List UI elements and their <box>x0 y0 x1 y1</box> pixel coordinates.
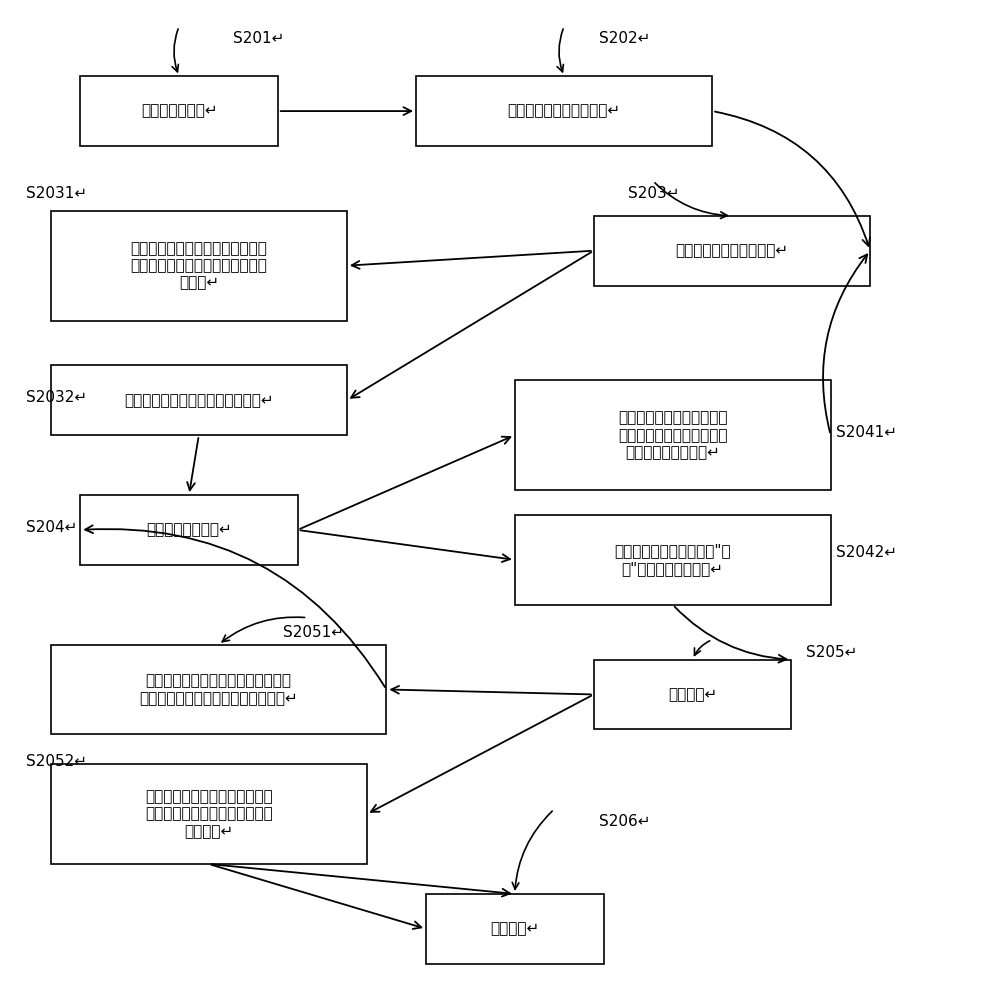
Text: 对所有图像序列进行修改↵: 对所有图像序列进行修改↵ <box>675 243 788 258</box>
FancyBboxPatch shape <box>515 380 831 490</box>
Text: S2042↵: S2042↵ <box>836 545 897 560</box>
Text: S205↵: S205↵ <box>806 645 857 660</box>
FancyBboxPatch shape <box>50 764 366 864</box>
FancyBboxPatch shape <box>594 660 791 729</box>
FancyBboxPatch shape <box>80 495 298 565</box>
FancyBboxPatch shape <box>416 76 712 146</box>
Text: S2052↵: S2052↵ <box>26 754 87 769</box>
Text: 打开图像序列一↵: 打开图像序列一↵ <box>141 104 218 119</box>
Text: S203↵: S203↵ <box>629 186 680 201</box>
Text: 如果对输入情况满意，进入下一步↵: 如果对输入情况满意，进入下一步↵ <box>124 393 273 408</box>
Text: 修改各帧图像序列↵: 修改各帧图像序列↵ <box>147 522 232 537</box>
FancyBboxPatch shape <box>426 894 604 964</box>
Text: S2031↵: S2031↵ <box>26 186 87 201</box>
Text: 如果对合成效果不满意，返回输
入图像界面进行修改，然后再次
合成图像↵: 如果对合成效果不满意，返回输 入图像界面进行修改，然后再次 合成图像↵ <box>145 789 272 839</box>
Text: S201↵: S201↵ <box>234 31 285 46</box>
Text: 如果图像序列不合格，按照
提示修改图像序列，然后重
新输入所有图像序列↵: 如果图像序列不合格，按照 提示修改图像序列，然后重 新输入所有图像序列↵ <box>618 410 728 460</box>
Text: 按顺序打开剩余图像序列↵: 按顺序打开剩余图像序列↵ <box>508 104 621 119</box>
Text: S2041↵: S2041↵ <box>836 425 897 440</box>
FancyBboxPatch shape <box>50 645 386 734</box>
FancyBboxPatch shape <box>80 76 278 146</box>
Text: S2032↵: S2032↵ <box>26 390 87 405</box>
FancyBboxPatch shape <box>50 211 346 320</box>
Text: S2051↵: S2051↵ <box>283 625 344 640</box>
Text: 保存图像↵: 保存图像↵ <box>490 921 540 936</box>
Text: S202↵: S202↵ <box>599 31 650 46</box>
Text: 合成图像↵: 合成图像↵ <box>668 687 717 702</box>
FancyBboxPatch shape <box>515 515 831 605</box>
Text: 如果对合成效果不满意，返回参数设
置界面进行修改，然后再次合成图像↵: 如果对合成效果不满意，返回参数设 置界面进行修改，然后再次合成图像↵ <box>140 673 298 706</box>
Text: S204↵: S204↵ <box>26 520 77 535</box>
Text: S206↵: S206↵ <box>599 814 650 829</box>
Text: 如果对输入情况不满意可进行图像
的部分删除、全部删除、重新输入
等操作↵: 如果对输入情况不满意可进行图像 的部分删除、全部删除、重新输入 等操作↵ <box>131 241 267 291</box>
FancyBboxPatch shape <box>50 365 346 435</box>
FancyBboxPatch shape <box>594 216 870 286</box>
Text: 如果图像序列合格，单击"确
定"按钮，进入下一步↵: 如果图像序列合格，单击"确 定"按钮，进入下一步↵ <box>615 544 731 576</box>
